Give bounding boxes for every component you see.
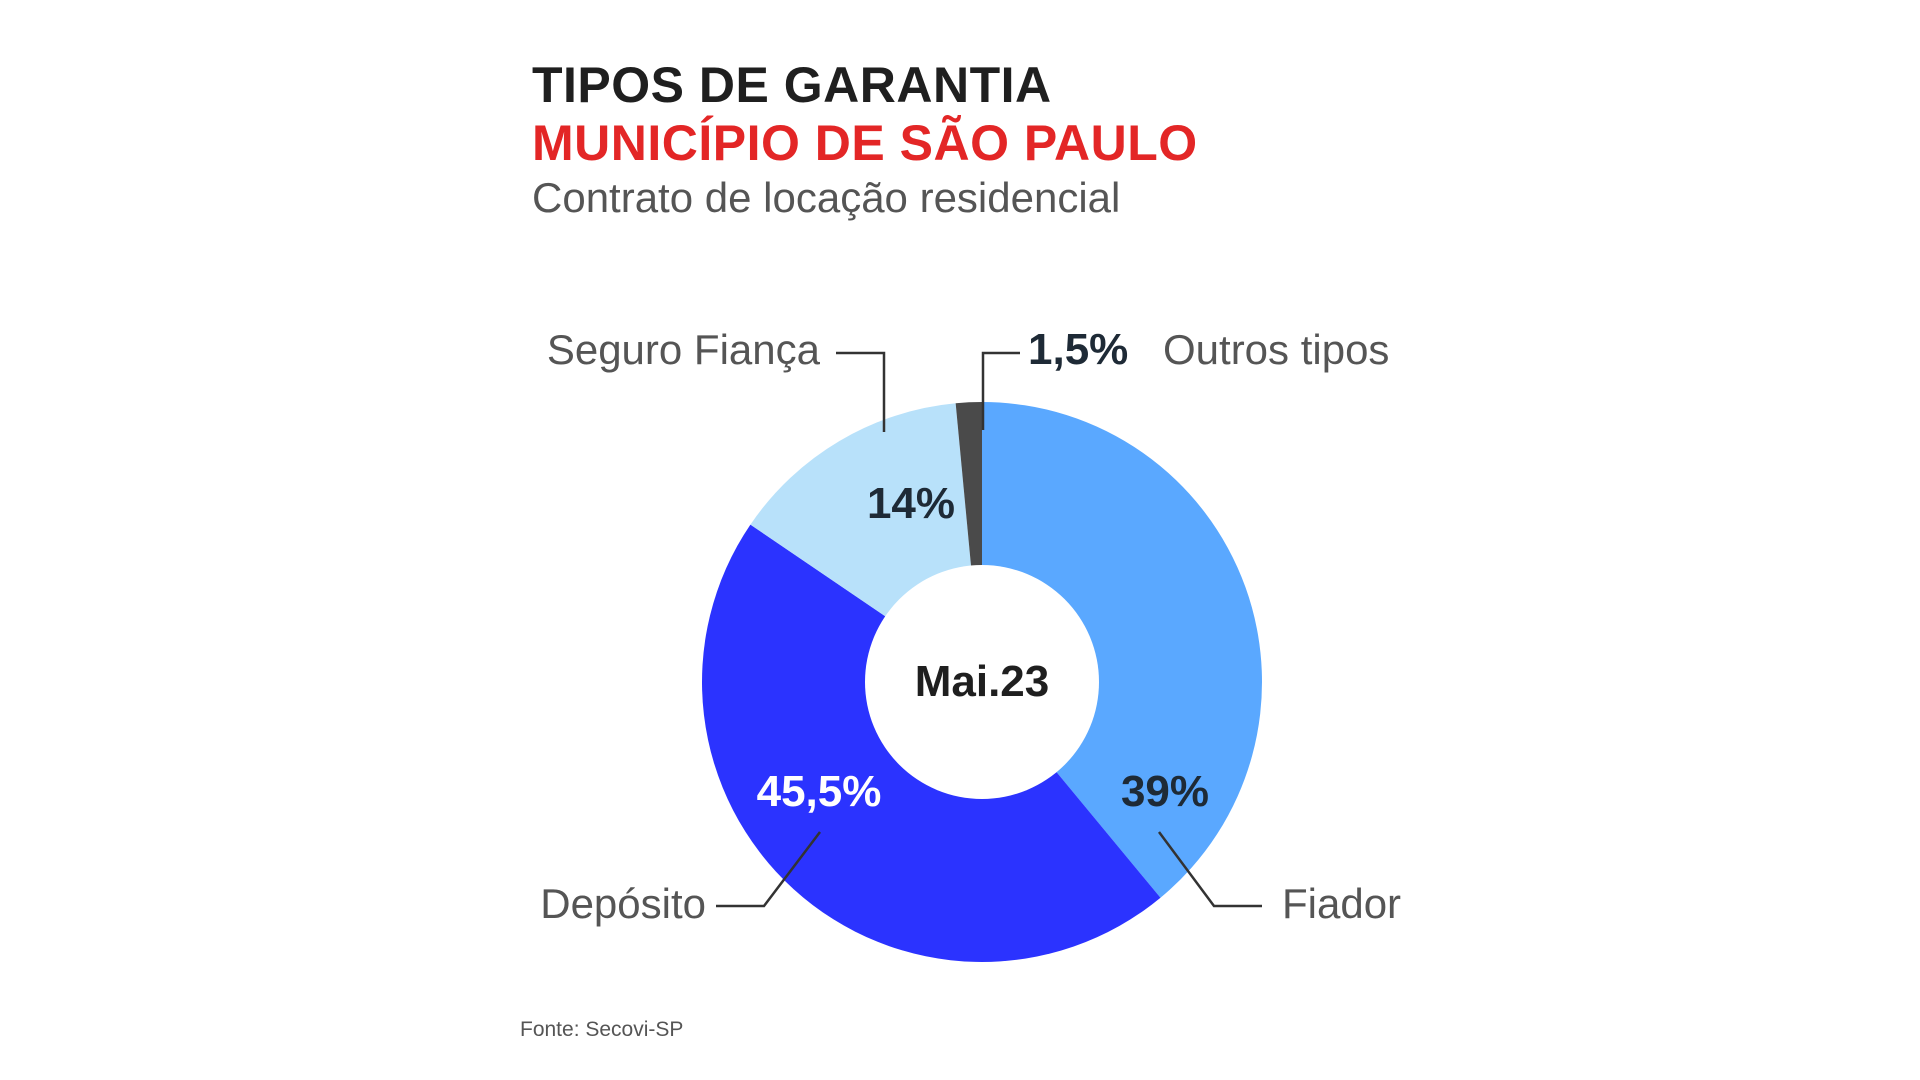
chart-subtitle: MUNICÍPIO DE SÃO PAULO [532,115,1198,171]
donut-hole [865,565,1099,799]
value-label-fiador: 39% [1121,767,1209,816]
value-label-seguro-fianca: 14% [867,479,955,528]
chart-title: TIPOS DE GARANTIA [532,57,1052,113]
value-label-outros-tipos: 1,5% [1028,325,1128,374]
category-label-fiador: Fiador [1282,880,1401,927]
source-note: Fonte: Secovi-SP [520,1018,684,1041]
category-label-deposito: Depósito [540,880,706,927]
leader-line-fiador [1157,831,1262,908]
category-label-seguro-fianca: Seguro Fiança [547,326,821,373]
leader-line-seguro-fianca [836,351,886,432]
value-label-deposito: 45,5% [757,767,882,816]
category-label-outros-tipos: Outros tipos [1163,326,1389,373]
center-label: Mai.23 [915,657,1050,706]
chart-description: Contrato de locação residencial [532,174,1121,221]
slice-fiador [982,402,1262,898]
leader-line-deposito [716,831,821,908]
leader-line-outros-tipos [981,351,1020,430]
